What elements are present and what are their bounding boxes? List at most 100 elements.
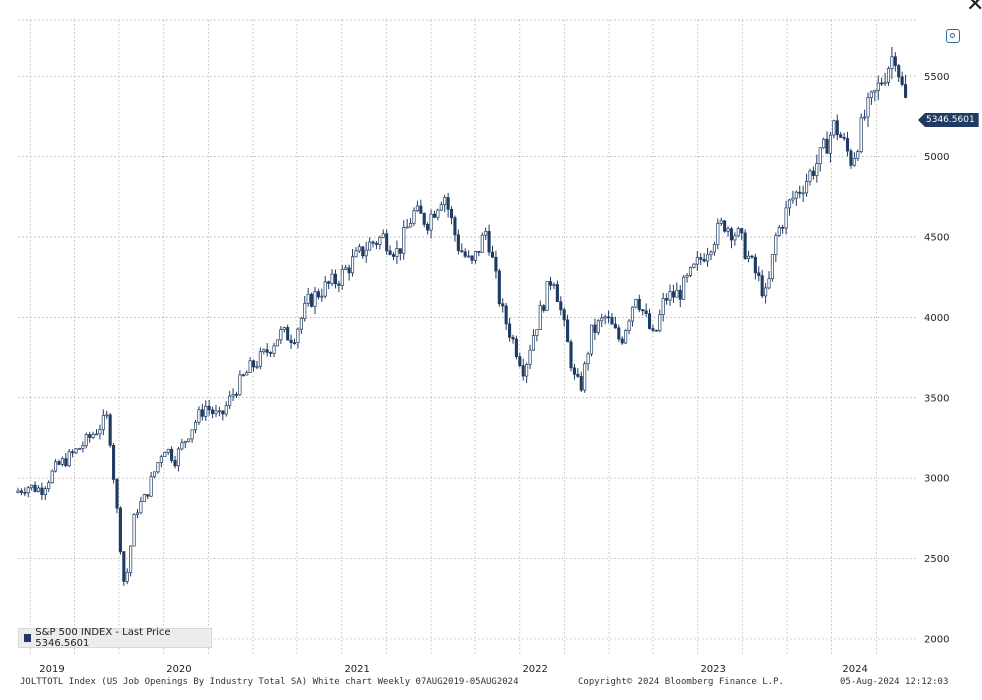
candle-body [750,255,754,258]
candle-body [248,360,252,373]
chart-legend: S&P 500 INDEX - Last Price 5346.5601 [18,627,212,649]
candle-body [467,255,471,258]
candle-body [81,445,85,449]
candle-body [641,309,645,312]
candle-body [439,204,443,211]
candle-body [706,254,710,262]
candle-body [385,233,389,252]
candle-body [828,134,833,154]
candle-body [798,191,802,194]
y-tick-label: 2000 [924,634,949,645]
grid-lines [18,19,916,655]
candle-body [381,233,385,238]
candle-body [654,329,658,332]
candle-body [405,226,409,229]
candle-body [340,269,344,286]
candle-body [180,442,184,450]
candle-body [350,256,355,274]
candle-body [60,458,64,465]
candle-body [187,438,191,442]
candle-body [787,199,792,209]
x-tick-label: 2024 [842,664,867,675]
y-tick-label: 5500 [924,72,949,83]
candle-body [675,289,679,298]
candle-body [16,490,20,493]
candle-body [596,320,600,333]
candle-body [149,476,153,497]
candle-body [139,501,143,514]
candle-body [286,327,290,341]
candle-body [299,318,303,330]
candle-body [518,356,522,367]
candle-body [193,421,198,431]
candle-body [801,192,805,195]
candle-body [460,250,464,253]
zoom-icon[interactable] [946,29,960,43]
footer-timestamp: 05-Aug-2024 12:12:03 [840,677,949,687]
candle-body [142,494,146,502]
candle-body [197,409,201,423]
candle-body [770,254,774,280]
candle-body [484,231,488,236]
candle-body [108,414,112,446]
candle-body [330,273,334,284]
candle-body [129,545,133,573]
y-tick-label: 4500 [924,233,949,244]
candle-body [94,433,99,436]
candle-body [811,170,815,176]
candle-body [135,512,140,515]
candle-body [647,313,652,329]
candle-body [661,298,665,315]
candle-body [125,572,129,582]
candle-body [753,256,757,274]
candle-body [77,448,81,450]
candle-body [170,448,174,461]
candle-body [525,364,529,377]
candle-body [876,82,880,91]
candle-body [333,273,338,285]
candle-body [101,415,105,430]
candle-body [409,222,413,228]
close-icon[interactable]: ✕ [966,0,982,17]
candle-body [535,329,539,337]
candle-body [449,208,454,219]
candle-body [712,244,716,253]
y-tick-label: 3500 [924,393,949,404]
candle-body [67,451,71,467]
candle-body [166,448,170,453]
candle-body [835,120,839,136]
x-tick-label: 2022 [522,664,547,675]
candle-body [173,460,177,467]
candle-body [74,448,78,454]
candle-body [54,461,58,472]
candle-body [26,487,30,494]
candle-body [40,487,44,495]
candle-body [398,248,402,254]
candle-body [159,456,163,463]
candle-body [624,330,628,344]
candle-body [873,90,877,93]
candle-body [265,349,269,353]
candle-body [538,305,542,330]
candle-body [893,56,897,66]
candle-body [251,360,256,368]
candle-body [805,180,809,194]
candle-body [296,328,300,344]
candle-body [579,376,583,391]
candle-body [112,444,116,480]
candle-body [746,255,751,260]
candle-body [207,405,211,411]
candle-body [856,151,860,159]
candle-body [183,440,187,444]
candle-body [347,267,351,274]
candle-body [610,317,614,325]
candle-body [88,434,92,438]
candle-body [733,235,737,241]
x-tick-label: 2019 [39,664,64,675]
candle-body [900,76,904,85]
candle-body [784,207,788,229]
candle-body [743,232,747,260]
candle-body [644,310,648,314]
candle-body [473,251,477,261]
